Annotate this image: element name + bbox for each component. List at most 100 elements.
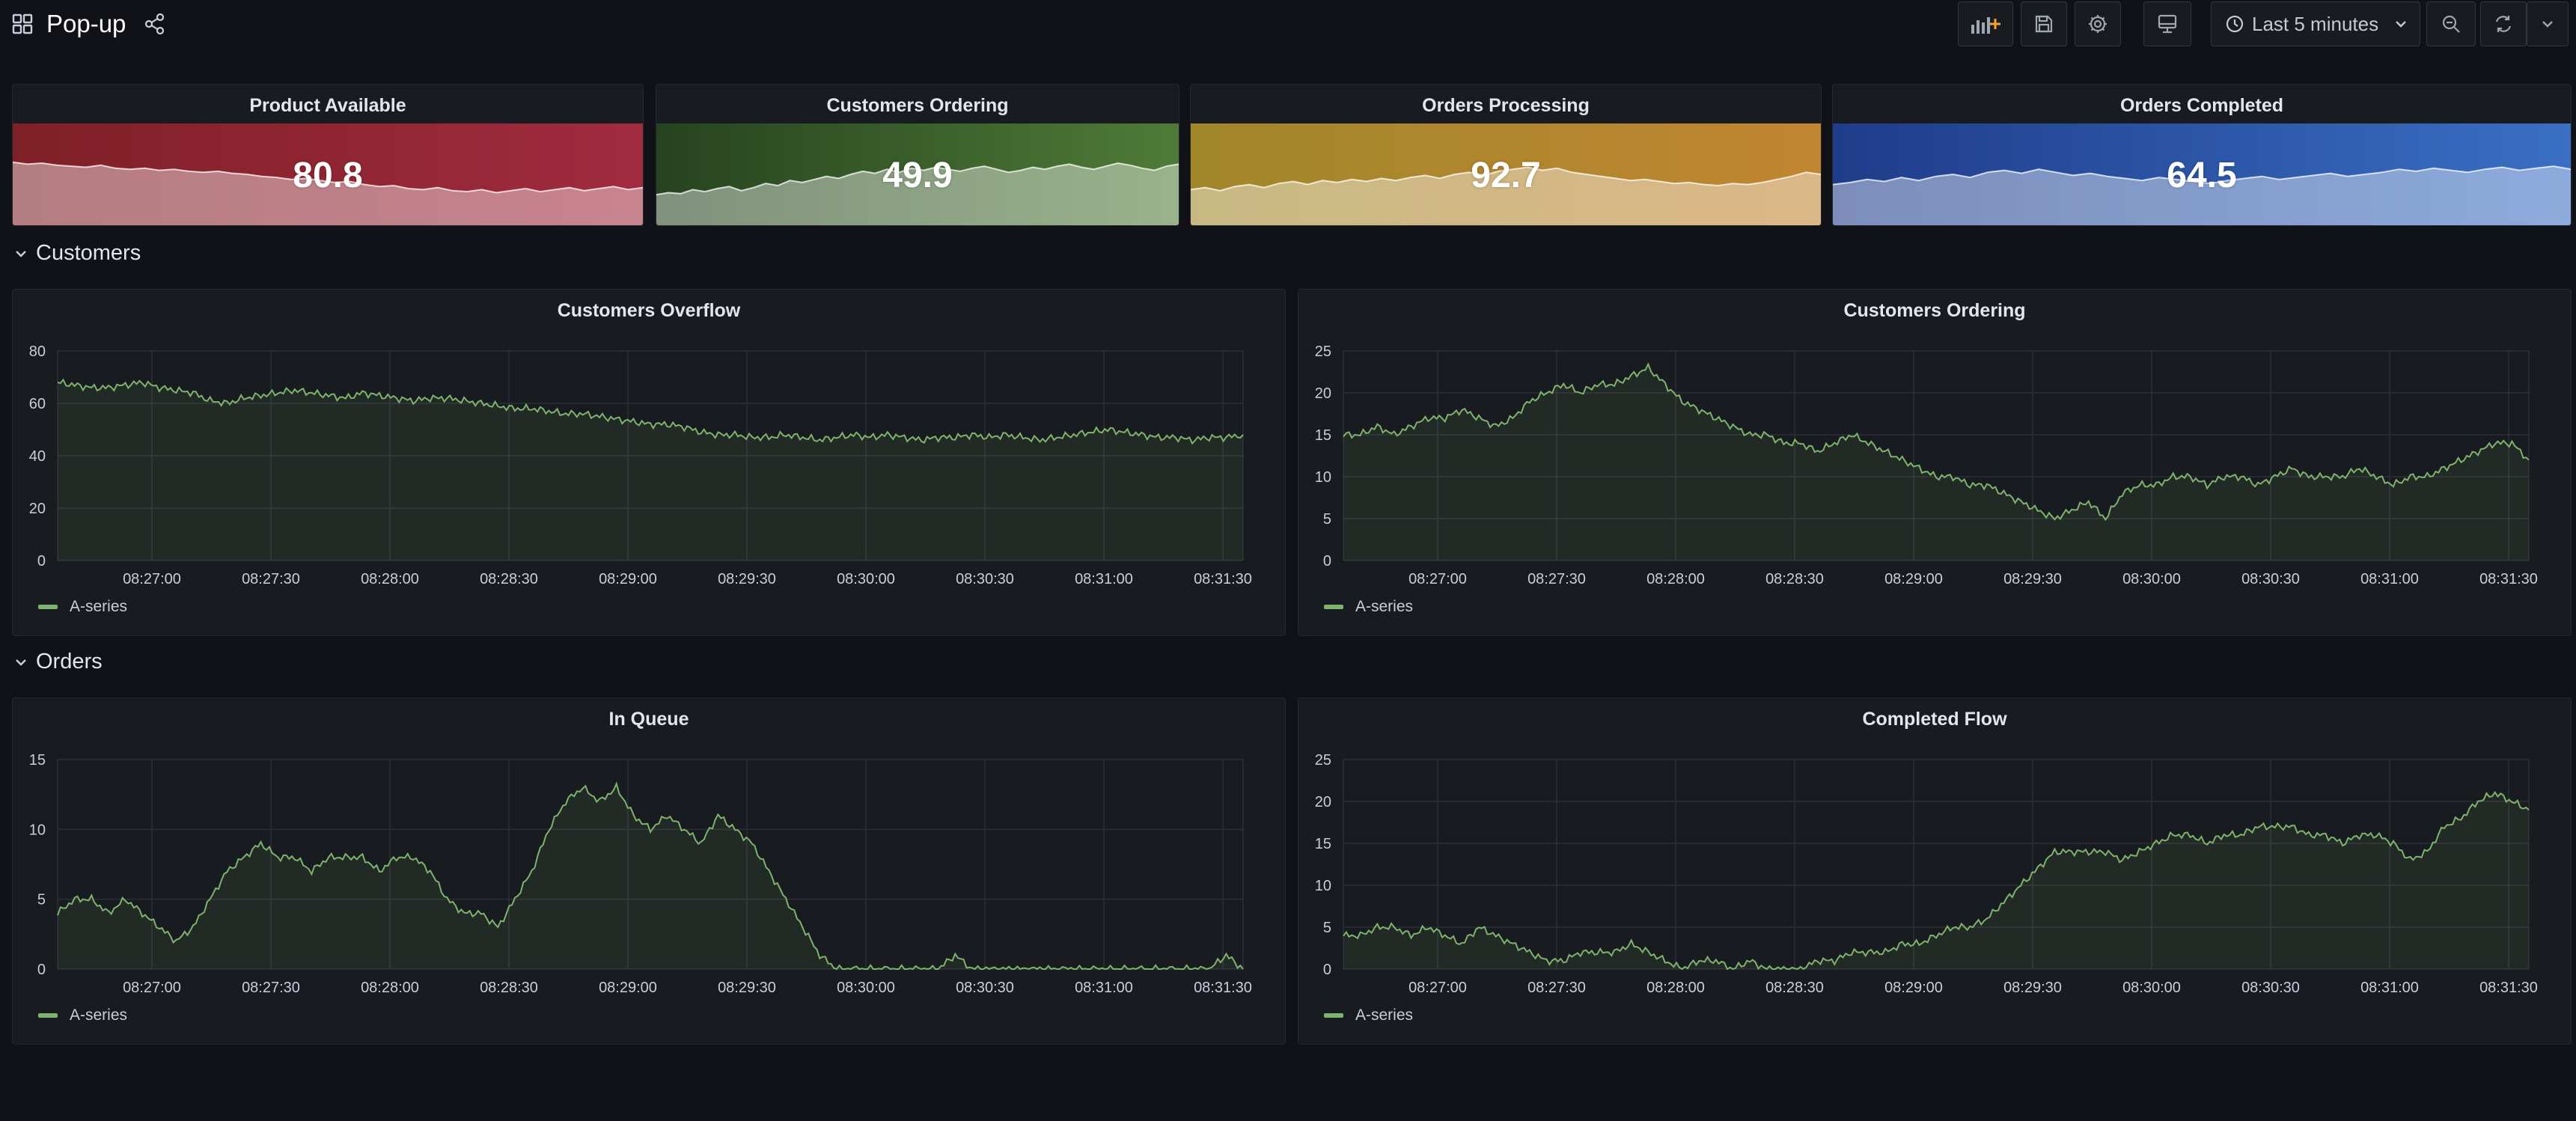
save-icon: [2034, 14, 2054, 34]
y-tick-label: 15: [1315, 427, 1331, 444]
y-tick-label: 20: [1315, 385, 1331, 402]
x-tick-label: 08:29:30: [718, 571, 776, 587]
zoom-out-button[interactable]: [2426, 1, 2476, 46]
stat-panel-orders-processing[interactable]: Orders Processing 92.7: [1190, 84, 1822, 226]
sparkline-line: [13, 161, 643, 194]
x-tick-label: 08:27:00: [1408, 980, 1467, 996]
dashboard-header: Pop-up Last 5 minutes: [0, 0, 2576, 49]
chart-legend[interactable]: A-series: [38, 1007, 127, 1024]
time-range-picker[interactable]: Last 5 minutes: [2211, 1, 2420, 46]
add-panel-icon: [1970, 13, 2001, 35]
legend-swatch: [38, 1013, 58, 1018]
x-tick-label: 08:29:30: [2003, 980, 2062, 996]
x-tick-label: 08:29:30: [718, 980, 776, 996]
x-tick-label: 08:27:00: [123, 980, 181, 996]
row-header-customers[interactable]: Customers: [13, 241, 141, 266]
timeseries-panel-completed-flow[interactable]: Completed Flow 0 5 10 15 20 25 08:27:00 08:27:30…: [1298, 697, 2572, 1045]
x-tick-label: 08:28:00: [361, 980, 419, 996]
x-tick-label: 08:29:00: [599, 980, 657, 996]
timeseries-panel-customers-overflow[interactable]: Customers Overflow 0 20 40 60 80 08:27:00 08:27…: [12, 289, 1286, 636]
legend-label[interactable]: A-series: [70, 1007, 128, 1024]
stat-value: 64.5: [2167, 156, 2237, 195]
series-area-fill: [1343, 364, 2529, 560]
y-tick-label: 5: [37, 892, 46, 908]
dashboard-title[interactable]: Pop-up: [46, 10, 126, 37]
stat-panel-product-available[interactable]: Product Available 80.8: [12, 84, 644, 226]
x-tick-label: 08:28:00: [1646, 571, 1705, 587]
x-tick-label: 08:31:30: [1194, 980, 1252, 996]
y-tick-label: 0: [1323, 962, 1331, 978]
row-header-orders[interactable]: Orders: [13, 650, 103, 674]
legend-label[interactable]: A-series: [1355, 1007, 1414, 1024]
zoom-out-icon: [2441, 13, 2461, 34]
x-tick-label: 08:27:30: [1527, 571, 1586, 587]
y-tick-label: 60: [29, 396, 46, 412]
timeseries-chart[interactable]: 0 20 40 60 80 08:27:00 08:27:30 08:28:00 08:28:3…: [13, 290, 1285, 635]
y-tick-label: 5: [1323, 511, 1331, 528]
y-tick-label: 0: [37, 962, 46, 978]
row-title: Customers: [36, 241, 141, 265]
refresh-icon: [2493, 13, 2514, 34]
settings-icon: [2087, 13, 2108, 34]
sparkline-line: [1191, 166, 1821, 192]
sparkline-area: [1191, 167, 1821, 225]
y-tick-label: 0: [37, 553, 46, 569]
series-area-fill: [58, 379, 1243, 560]
x-tick-label: 08:27:00: [123, 571, 181, 587]
y-tick-label: 80: [29, 343, 46, 360]
stat-background: 92.7: [1191, 123, 1821, 225]
dashboard-settings-button[interactable]: [2075, 1, 2121, 46]
legend-swatch: [38, 605, 58, 609]
stat-panel-customers-ordering[interactable]: Customers Ordering 49.9: [656, 84, 1179, 226]
stat-panel-orders-completed[interactable]: Orders Completed 64.5: [1832, 84, 2572, 226]
timeseries-chart[interactable]: 0 5 10 15 20 25 08:27:00 08:27:30 08:28:00 08:28:…: [1298, 290, 2571, 635]
x-tick-label: 08:29:00: [1884, 980, 1943, 996]
timeseries-panel-in-queue[interactable]: In Queue 0 5 10 15 08:27:00 08:27:30 08:28:00 08…: [12, 697, 1286, 1045]
sparkline-area: [13, 162, 643, 225]
series-line: [1343, 362, 2530, 522]
share-icon[interactable]: [144, 13, 166, 35]
add-panel-button[interactable]: [1958, 1, 2013, 46]
chevron-down-icon: [2539, 16, 2556, 32]
stat-value: 49.9: [882, 156, 953, 195]
legend-label[interactable]: A-series: [70, 598, 128, 615]
panel-title: Orders Completed: [2119, 95, 2284, 116]
y-tick-label: 15: [29, 752, 46, 769]
chart-legend[interactable]: A-series: [1324, 598, 1413, 616]
timeseries-chart[interactable]: 0 5 10 15 20 25 08:27:00 08:27:30 08:28:00 08:28:…: [1298, 698, 2571, 1044]
panel-title: Customers Ordering: [1843, 300, 2026, 321]
refresh-button[interactable]: [2480, 1, 2527, 46]
chart-legend[interactable]: A-series: [38, 598, 127, 616]
x-tick-label: 08:30:00: [837, 980, 895, 996]
x-tick-label: 08:29:30: [2003, 571, 2062, 587]
sparkline-area: [656, 163, 1179, 225]
series-area-fill: [58, 784, 1243, 969]
clock-icon: [2225, 14, 2244, 34]
chevron-down-icon: [16, 250, 26, 257]
chart-legend[interactable]: A-series: [1324, 1007, 1413, 1024]
tv-mode-icon: [2157, 13, 2178, 34]
panel-title: In Queue: [608, 709, 689, 730]
refresh-interval-dropdown[interactable]: [2527, 1, 2569, 46]
x-tick-label: 08:31:30: [2479, 980, 2538, 996]
timeseries-panel-customers-ordering[interactable]: Customers Ordering 0 5 10 15 20 25 08:27:00 08:2…: [1298, 289, 2572, 636]
panel-title: Customers Ordering: [826, 95, 1009, 116]
stat-background: 80.8: [13, 123, 643, 225]
tv-mode-button[interactable]: [2143, 1, 2191, 46]
time-range-label: Last 5 minutes: [2252, 12, 2379, 35]
row-title: Orders: [36, 650, 103, 673]
dashboards-grid-icon[interactable]: [12, 13, 33, 34]
y-tick-label: 25: [1315, 752, 1331, 769]
x-tick-label: 08:31:00: [1075, 980, 1133, 996]
x-tick-label: 08:28:30: [480, 571, 538, 587]
x-tick-label: 08:28:30: [480, 980, 538, 996]
timeseries-chart[interactable]: 0 5 10 15 08:27:00 08:27:30 08:28:00 08:28:30 08…: [13, 698, 1285, 1044]
y-tick-label: 40: [29, 448, 46, 465]
series-line: [57, 781, 1244, 971]
save-dashboard-button[interactable]: [2021, 1, 2067, 46]
series-line: [57, 378, 1244, 445]
legend-label[interactable]: A-series: [1355, 598, 1414, 615]
chevron-down-icon: [2393, 16, 2409, 32]
x-tick-label: 08:31:00: [2360, 980, 2419, 996]
sparkline-area: [1833, 166, 2571, 225]
